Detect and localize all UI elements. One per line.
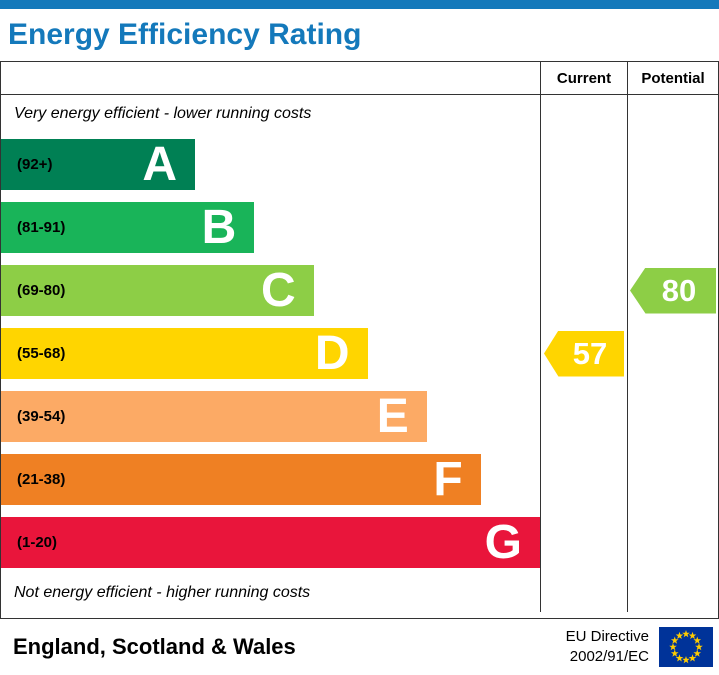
- rating-table: Current Potential Very energy efficient …: [0, 61, 719, 619]
- current-pointer-cell: 57: [540, 322, 627, 385]
- current-cell-empty: [540, 133, 627, 196]
- band-letter-e: E: [376, 389, 409, 443]
- current-cell-empty: [540, 95, 627, 133]
- footer: England, Scotland & Wales EU Directive 2…: [0, 619, 719, 675]
- band-letter-d: D: [314, 326, 350, 380]
- table-header-row: Current Potential: [1, 62, 718, 95]
- potential-cell-empty: [627, 95, 718, 133]
- band-range-g: (1-20): [17, 534, 58, 551]
- bottom-note: Not energy efficient - higher running co…: [14, 584, 311, 601]
- band-letter-c: C: [260, 263, 296, 317]
- page-title: Energy Efficiency Rating: [8, 18, 362, 51]
- current-rating-value: 57: [572, 335, 608, 371]
- potential-rating-value: 80: [661, 272, 697, 308]
- potential-cell-empty: [627, 196, 718, 259]
- top-note-row: Very energy efficient - lower running co…: [1, 95, 718, 133]
- band-bar-g: (1-20) G: [1, 517, 540, 568]
- band-range-b: (81-91): [17, 219, 66, 236]
- band-row-b: (81-91) B: [1, 196, 718, 259]
- band-range-c: (69-80): [17, 282, 66, 299]
- eu-directive-text: EU Directive 2002/91/EC: [566, 627, 649, 668]
- top-note: Very energy efficient - lower running co…: [14, 105, 312, 122]
- band-letter-f: F: [433, 452, 463, 506]
- current-cell-empty: [540, 196, 627, 259]
- current-cell-empty: [540, 448, 627, 511]
- band-bar-f: (21-38) F: [1, 454, 481, 505]
- band-letter-a: A: [142, 137, 178, 191]
- band-row-a: (92+) A: [1, 133, 718, 196]
- band-row-c: (69-80) C 80: [1, 259, 718, 322]
- footer-region: England, Scotland & Wales: [13, 634, 296, 659]
- potential-cell-empty: [627, 385, 718, 448]
- current-cell-empty: [540, 511, 627, 574]
- potential-cell-empty: [627, 133, 718, 196]
- current-rating-pointer: 57: [544, 330, 624, 377]
- band-range-d: (55-68): [17, 345, 66, 362]
- current-cell-empty: [540, 574, 627, 612]
- eu-flag: [659, 627, 713, 667]
- current-cell-empty: [540, 385, 627, 448]
- band-bar-b: (81-91) B: [1, 200, 255, 254]
- band-row-d: (55-68) D 57: [1, 322, 718, 385]
- potential-pointer-cell: 80: [627, 259, 718, 322]
- chart-header-spacer: [1, 62, 540, 94]
- band-row-g: (1-20) G: [1, 511, 718, 574]
- potential-column-header: Potential: [627, 62, 718, 94]
- title-strip: [0, 0, 719, 9]
- band-range-f: (21-38): [17, 471, 66, 488]
- current-cell-empty: [540, 259, 627, 322]
- band-range-e: (39-54): [17, 408, 66, 425]
- band-letter-g: G: [484, 515, 522, 569]
- band-bar-d: (55-68) D: [1, 328, 368, 379]
- band-row-e: (39-54) E: [1, 385, 718, 448]
- band-range-a: (92+): [17, 156, 53, 173]
- eu-flag-stars: [669, 630, 703, 664]
- potential-rating-pointer: 80: [630, 267, 716, 314]
- band-bar-a: (92+) A: [1, 137, 196, 191]
- band-row-f: (21-38) F: [1, 448, 718, 511]
- eu-directive-line2: 2002/91/EC: [569, 648, 649, 665]
- potential-cell-empty: [627, 322, 718, 385]
- potential-cell-empty: [627, 448, 718, 511]
- band-bar-e: (39-54) E: [1, 391, 427, 442]
- band-letter-b: B: [201, 200, 237, 254]
- bottom-note-row: Not energy efficient - higher running co…: [1, 574, 718, 612]
- potential-cell-empty: [627, 574, 718, 612]
- potential-cell-empty: [627, 511, 718, 574]
- eu-directive-line1: EU Directive: [565, 627, 649, 645]
- band-bar-c: (69-80) C: [1, 265, 314, 316]
- footer-right: EU Directive 2002/91/EC: [566, 627, 715, 668]
- current-column-header: Current: [540, 62, 627, 94]
